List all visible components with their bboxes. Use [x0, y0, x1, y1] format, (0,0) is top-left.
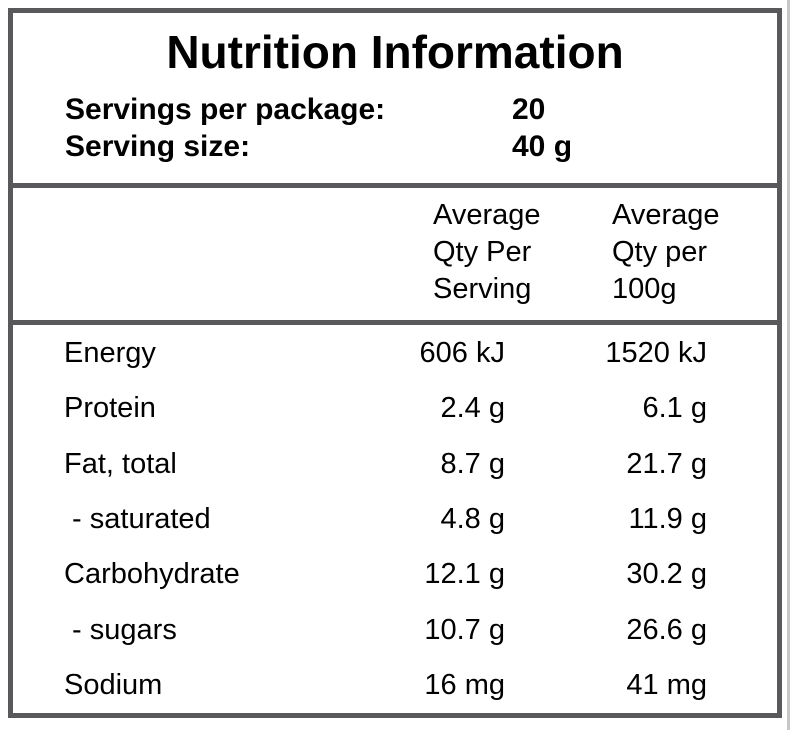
table-row-sugars: - sugars 10.7 g 26.6 g: [13, 602, 777, 657]
row-label: Carbohydrate: [64, 558, 240, 591]
servings-per-package-value: 20: [512, 93, 546, 126]
row-value-per-100g: 26.6 g: [626, 613, 707, 646]
table-row-fat-total: Fat, total 8.7 g 21.7 g: [13, 437, 777, 492]
row-value-per-serving: 4.8 g: [440, 502, 506, 535]
column-header-per-serving-line3: Serving: [433, 273, 532, 305]
column-header-per-100g-line2: Qty per: [612, 236, 708, 268]
row-value-per-serving: 16 mg: [424, 668, 505, 701]
table-row-sodium: Sodium 16 mg 41 mg: [13, 658, 777, 713]
page-title: Nutrition Information: [166, 26, 624, 78]
table-row-protein: Protein 2.4 g 6.1 g: [13, 381, 777, 436]
servings-per-package-label: Servings per package:: [65, 93, 386, 126]
row-label: - sugars: [64, 613, 177, 646]
table-row-energy: Energy 606 kJ 1520 kJ: [13, 326, 777, 381]
column-header-per-serving-line2: Qty Per: [433, 236, 532, 268]
servings-info: Servings per package: 20 Serving size: 4…: [13, 91, 777, 165]
row-value-per-serving: 12.1 g: [424, 558, 505, 591]
column-header-per-serving-line1: Average: [433, 199, 541, 231]
row-value-per-100g: 41 mg: [626, 668, 707, 701]
row-value-per-serving: 10.7 g: [424, 613, 505, 646]
nutrient-table: Energy 606 kJ 1520 kJ Protein 2.4 g 6.1 …: [13, 320, 777, 713]
row-label: - saturated: [64, 502, 211, 535]
serving-size-label: Serving size:: [65, 130, 251, 163]
nutrition-label: Nutrition Information Servings per packa…: [8, 8, 782, 718]
servings-per-package-row: Servings per package: 20: [13, 91, 777, 128]
serving-size-row: Serving size: 40 g: [13, 128, 777, 165]
row-label: Energy: [64, 337, 156, 370]
row-value-per-100g: 21.7 g: [626, 447, 707, 480]
row-value-per-serving: 606 kJ: [419, 337, 505, 370]
page-edge-shadow: [787, 0, 790, 730]
row-label: Sodium: [64, 668, 163, 701]
label-header-section: Nutrition Information Servings per packa…: [13, 13, 777, 183]
row-value-per-100g: 1520 kJ: [605, 337, 707, 370]
row-value-per-serving: 8.7 g: [440, 447, 506, 480]
row-value-per-100g: 30.2 g: [626, 558, 707, 591]
row-value-per-serving: 2.4 g: [440, 392, 506, 425]
row-value-per-100g: 6.1 g: [642, 392, 708, 425]
column-header-per-100g-line1: Average: [612, 199, 720, 231]
column-headers-section: Average Qty Per Serving Average Qty per …: [13, 183, 777, 320]
table-row-carbohydrate: Carbohydrate 12.1 g 30.2 g: [13, 547, 777, 602]
column-header-per-100g: Average Qty per 100g: [612, 197, 720, 308]
column-header-per-serving: Average Qty Per Serving: [433, 197, 541, 308]
serving-size-value: 40 g: [512, 130, 573, 163]
row-value-per-100g: 11.9 g: [628, 502, 707, 535]
column-header-per-100g-line3: 100g: [612, 273, 677, 305]
table-row-fat-saturated: - saturated 4.8 g 11.9 g: [13, 492, 777, 547]
row-label: Protein: [64, 392, 156, 425]
row-label: Fat, total: [64, 447, 177, 480]
